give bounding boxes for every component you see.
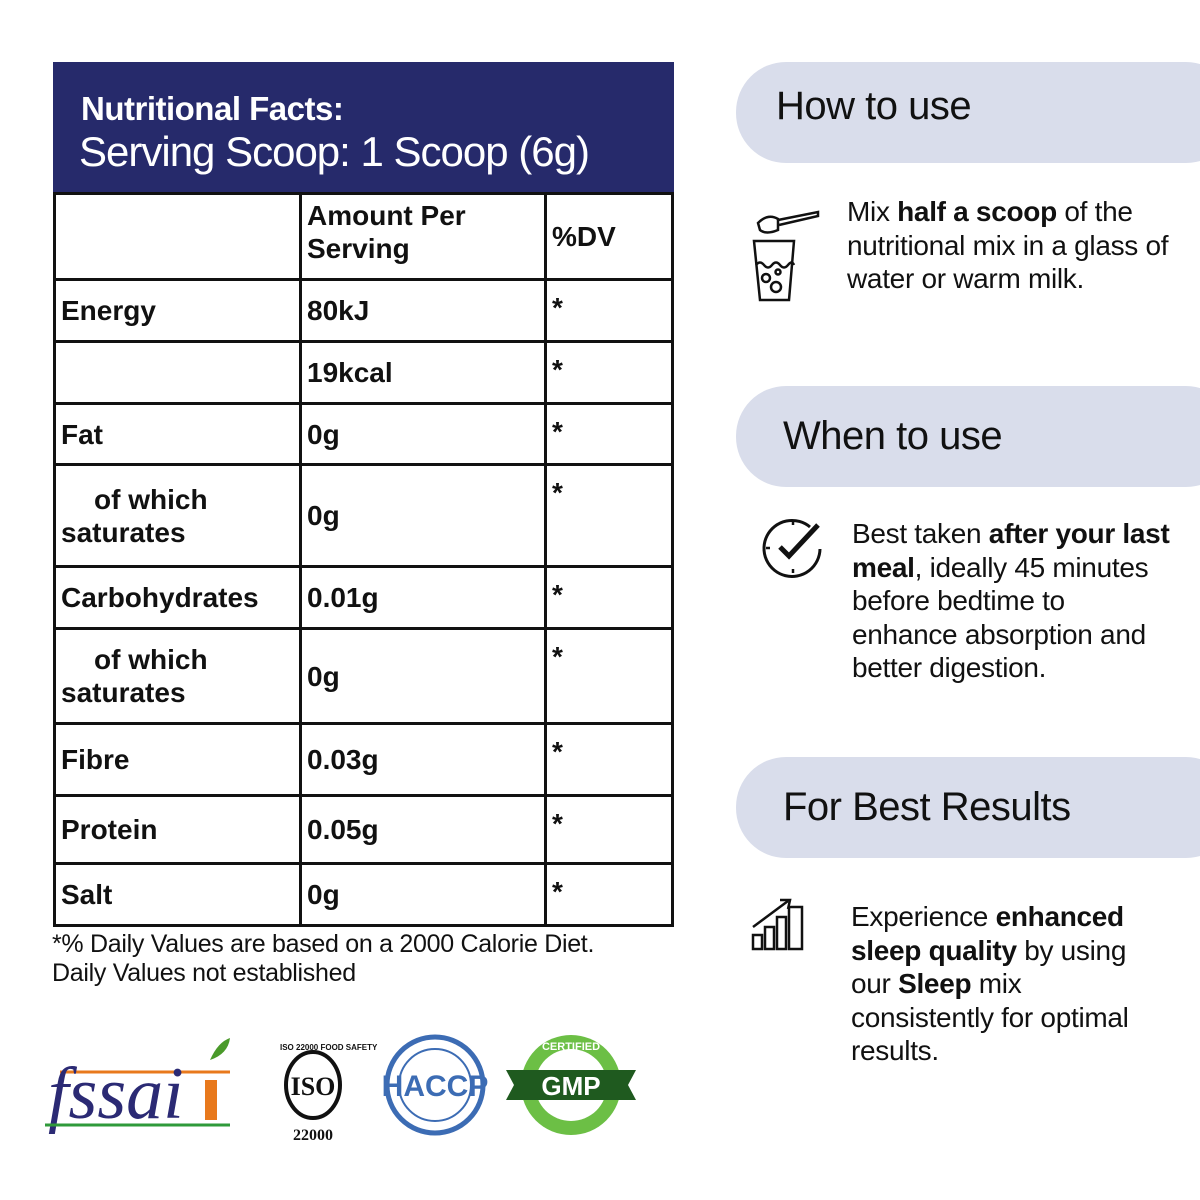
table-row: Energy 80kJ *: [53, 278, 674, 343]
certification-logos: fssai ISO 22000 ISO 22000 FOOD SAFETY HA…: [45, 1034, 636, 1144]
best-results-text: Experience enhanced sleep quality by usi…: [851, 901, 1129, 1066]
when-to-use-heading: When to use: [736, 386, 1200, 487]
serving-size: Serving Scoop: 1 Scoop (6g): [79, 128, 590, 175]
nutrient-dv: *: [544, 794, 674, 865]
table-row: Protein 0.05g *: [53, 794, 674, 865]
nutrition-table: Amount Per Serving %DV Energy 80kJ * 19kcal…: [53, 192, 674, 927]
nutrient-dv: *: [544, 862, 674, 927]
nutrient-dv: *: [544, 722, 674, 797]
footnote-line: *% Daily Values are based on a 2000 Calo…: [52, 930, 595, 958]
when-to-use-text: Best taken after your last meal, ideally…: [852, 518, 1170, 683]
iso-22000-logo: ISO 22000 ISO 22000 FOOD SAFETY: [280, 1043, 378, 1144]
scoop-glass-icon: [752, 210, 820, 302]
nutrient-amount: 0g: [299, 402, 547, 466]
svg-text:fssai: fssai: [48, 1053, 184, 1135]
svg-text:ISO: ISO: [291, 1072, 336, 1101]
nutrient-dv: *: [544, 565, 674, 630]
nutrient-amount: 0.01g: [299, 565, 547, 630]
nutrient-amount: 19kcal: [299, 340, 547, 405]
table-row: Carbohydrates 0.01g *: [53, 565, 674, 630]
nutrient-name: Salt: [53, 862, 302, 927]
footnote-line: Daily Values not established: [52, 959, 356, 987]
best-results-heading: For Best Results: [736, 757, 1200, 858]
header-cell: %DV: [544, 192, 674, 281]
nutrient-dv: *: [544, 402, 674, 466]
nutrient-name: Fat: [53, 402, 302, 466]
table-row: Fibre 0.03g *: [53, 722, 674, 797]
table-row: 19kcal *: [53, 340, 674, 405]
header-cell: [53, 192, 302, 281]
nutrient-dv: *: [544, 463, 674, 568]
nutrient-name: Energy: [53, 278, 302, 343]
svg-text:ISO 22000 FOOD SAFETY: ISO 22000 FOOD SAFETY: [280, 1043, 378, 1052]
nutrient-name: Protein: [53, 794, 302, 865]
nutrient-name: Fibre: [53, 722, 302, 797]
nutrient-name: Carbohydrates: [53, 565, 302, 630]
nutrient-name: of which saturates: [53, 627, 302, 725]
footnote: *% Daily Values are based on a 2000 Calo…: [52, 930, 594, 988]
nutrient-name: of which saturates: [53, 463, 302, 568]
nutrient-amount: 0g: [299, 627, 547, 725]
table-header-row: Amount Per Serving %DV: [53, 192, 674, 281]
svg-text:CERTIFIED: CERTIFIED: [542, 1041, 600, 1053]
table-row: of which saturates 0g *: [53, 627, 674, 725]
nutrition-title: Nutritional Facts:: [81, 90, 344, 127]
nutrient-amount: 0.05g: [299, 794, 547, 865]
haccp-logo: HACCP: [382, 1034, 489, 1136]
nutrition-header: Nutritional Facts: Serving Scoop: 1 Scoo…: [53, 62, 674, 194]
how-to-use-text: Mix half a scoop of the nutritional mix …: [847, 196, 1169, 294]
svg-text:22000: 22000: [293, 1127, 333, 1144]
nutrient-amount: 0g: [299, 862, 547, 927]
svg-text:HACCP: HACCP: [382, 1070, 489, 1103]
clock-check-icon: [762, 519, 822, 578]
nutrient-name: [53, 340, 302, 405]
gmp-certified-logo: GMP CERTIFIED: [506, 1035, 636, 1135]
nutrient-dv: *: [544, 340, 674, 405]
growth-chart-icon: [751, 898, 804, 951]
table-row: of which saturates 0g *: [53, 463, 674, 568]
table-row: Salt 0g *: [53, 862, 674, 927]
nutrient-dv: *: [544, 278, 674, 343]
nutrient-amount: 80kJ: [299, 278, 547, 343]
nutrient-dv: *: [544, 627, 674, 725]
table-row: Fat 0g *: [53, 402, 674, 466]
svg-text:GMP: GMP: [541, 1071, 600, 1101]
nutrient-amount: 0.03g: [299, 722, 547, 797]
how-to-use-heading: How to use: [736, 62, 1200, 163]
fssai-logo: fssai: [45, 1038, 230, 1135]
nutrient-amount: 0g: [299, 463, 547, 568]
header-cell: Amount Per Serving: [299, 192, 547, 281]
